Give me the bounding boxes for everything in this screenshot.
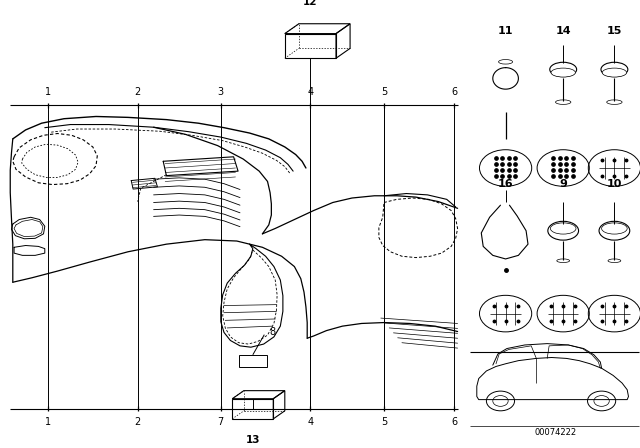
Text: 6: 6 (451, 417, 458, 427)
Ellipse shape (602, 223, 627, 234)
Text: 1: 1 (45, 417, 51, 427)
Text: 4: 4 (307, 417, 314, 427)
Text: 7: 7 (218, 417, 224, 427)
Text: 3: 3 (218, 87, 224, 97)
Ellipse shape (551, 68, 575, 77)
Text: 12: 12 (303, 0, 317, 7)
Text: 16: 16 (498, 179, 513, 189)
Text: 00074222: 00074222 (534, 428, 577, 437)
Ellipse shape (602, 68, 627, 77)
Text: 9: 9 (559, 179, 567, 189)
Polygon shape (477, 358, 628, 400)
Text: 2: 2 (134, 417, 141, 427)
Text: 10: 10 (607, 179, 622, 189)
Text: 11: 11 (498, 26, 513, 36)
Text: 4: 4 (307, 87, 314, 97)
Text: 13: 13 (246, 435, 260, 445)
Text: 5: 5 (381, 417, 387, 427)
Text: 1: 1 (45, 87, 51, 97)
Text: 15: 15 (607, 26, 622, 36)
Text: 5: 5 (381, 87, 387, 97)
Text: 14: 14 (556, 26, 571, 36)
Text: 8: 8 (269, 327, 275, 336)
Ellipse shape (550, 223, 576, 234)
Bar (239, 355, 267, 367)
Text: 6: 6 (451, 87, 458, 97)
Text: 2: 2 (134, 87, 141, 97)
